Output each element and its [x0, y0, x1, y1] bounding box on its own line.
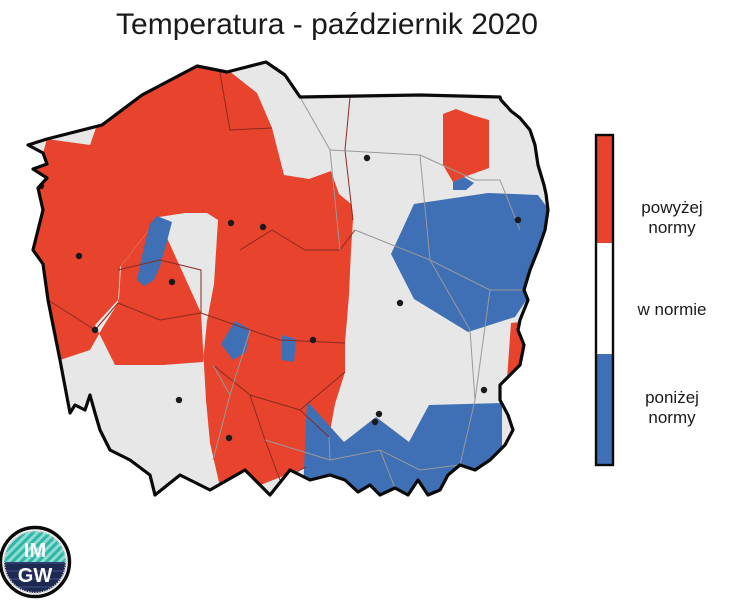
svg-text:GW: GW: [18, 565, 53, 587]
svg-text:IM: IM: [24, 540, 46, 562]
